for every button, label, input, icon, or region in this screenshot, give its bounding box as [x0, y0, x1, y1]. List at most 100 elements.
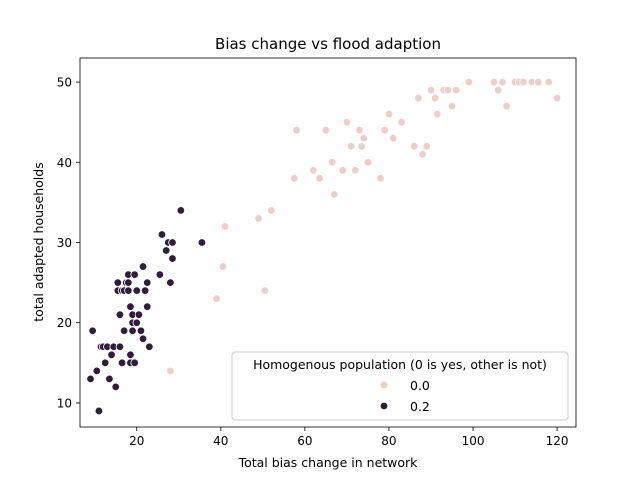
legend: Homogenous population (0 is yes, other i…: [231, 351, 569, 421]
data-point-0.2-22: [124, 286, 133, 295]
data-point-0.2-23: [124, 278, 133, 287]
data-point-0.0-40: [494, 85, 503, 95]
data-point-0.0-32: [430, 93, 440, 103]
data-point-0.0-19: [357, 142, 366, 151]
data-point-0.0-48: [544, 77, 553, 87]
data-point-0.0-17: [351, 166, 360, 175]
legend-box: [231, 351, 569, 421]
data-point-0.0-38: [464, 77, 474, 87]
data-point-0.0-45: [519, 77, 528, 87]
x-tick-label-20: 20: [129, 434, 144, 448]
data-point-0.2-36: [138, 334, 148, 343]
data-point-0.0-21: [363, 158, 373, 167]
ticks: 20 40 60 80 100 120 10 20 30 40 50: [57, 76, 569, 448]
y-tick-label-50: 50: [57, 76, 72, 90]
data-point-0.0-36: [447, 101, 457, 111]
y-tick-label-10: 10: [57, 396, 72, 410]
data-point-0.2-48: [168, 238, 177, 247]
data-point-0.0-14: [338, 166, 347, 175]
data-point-0.2-31: [130, 358, 139, 368]
data-point-0.2-18: [119, 326, 129, 335]
data-point-0.0-4: [254, 214, 263, 223]
data-point-0.0-35: [443, 85, 452, 95]
data-point-0.0-1: [212, 294, 221, 303]
data-point-0.2-9: [107, 350, 116, 359]
data-point-0.2-39: [143, 302, 152, 311]
data-point-0.2-26: [126, 350, 135, 359]
data-point-0.0-39: [489, 77, 499, 87]
chart-title: Bias change vs flood adaption: [215, 35, 441, 53]
data-point-0.0-15: [342, 117, 352, 127]
data-point-0.0-30: [422, 142, 431, 151]
data-point-0.0-3: [220, 222, 230, 231]
data-point-0.0-0: [166, 366, 175, 376]
data-point-0.2-32: [132, 318, 141, 327]
data-point-0.2-50: [197, 238, 207, 247]
legend-title: Homogenous population (0 is yes, other i…: [253, 357, 547, 372]
x-tick-label-40: 40: [213, 434, 228, 448]
data-point-0.2-35: [136, 326, 146, 335]
data-point-0.0-2: [218, 262, 228, 271]
data-point-0.2-49: [176, 206, 186, 215]
data-point-0.0-13: [330, 190, 339, 199]
data-points: [86, 77, 562, 416]
data-point-0.2-41: [145, 342, 154, 351]
legend-marker-0.0: [379, 380, 389, 390]
data-point-0.0-7: [290, 174, 299, 183]
data-point-0.2-43: [157, 230, 167, 239]
data-point-0.0-24: [384, 109, 394, 119]
data-point-0.2-13: [113, 278, 123, 287]
data-point-0.0-31: [426, 85, 436, 95]
x-tick-label-80: 80: [381, 434, 396, 448]
y-axis-label: total adapted households: [31, 162, 46, 321]
x-tick-label-120: 120: [546, 434, 569, 448]
data-point-0.2-27: [128, 326, 137, 335]
data-point-0.2-11: [111, 382, 120, 392]
data-point-0.0-27: [409, 142, 419, 151]
data-point-0.0-9: [309, 166, 318, 175]
data-point-0.2-3: [94, 406, 104, 416]
data-point-0.2-8: [105, 374, 114, 384]
data-point-0.0-25: [388, 134, 398, 143]
data-point-0.2-30: [130, 270, 139, 279]
data-point-0.2-16: [117, 358, 127, 368]
data-point-0.0-18: [355, 125, 364, 135]
y-tick-label-40: 40: [57, 156, 72, 170]
legend-label-0.0: 0.0: [410, 378, 430, 393]
legend-label-0.2: 0.2: [410, 399, 430, 414]
data-point-0.0-23: [380, 125, 389, 135]
data-point-0.2-34: [134, 310, 144, 319]
data-point-0.0-16: [346, 142, 356, 151]
data-point-0.2-6: [101, 358, 110, 368]
data-point-0.0-33: [433, 109, 442, 119]
data-point-0.0-47: [533, 77, 543, 87]
data-point-0.2-14: [115, 310, 125, 319]
data-point-0.0-29: [418, 150, 427, 159]
data-point-0.0-10: [315, 174, 324, 183]
data-point-0.2-46: [166, 278, 175, 287]
data-point-0.0-26: [397, 117, 406, 127]
y-tick-label-20: 20: [57, 316, 72, 330]
data-point-0.0-12: [328, 158, 337, 167]
data-point-0.0-8: [292, 125, 301, 135]
data-point-0.2-24: [126, 302, 135, 311]
data-point-0.0-37: [452, 85, 461, 95]
data-point-0.0-49: [552, 93, 562, 103]
x-tick-label-60: 60: [297, 434, 312, 448]
data-point-0.2-40: [143, 278, 152, 287]
x-axis-label: Total bias change in network: [238, 455, 419, 470]
data-point-0.2-2: [92, 366, 102, 376]
data-point-0.2-47: [168, 254, 177, 263]
data-point-0.0-42: [502, 101, 511, 111]
data-point-0.0-11: [321, 125, 331, 135]
data-point-0.0-6: [267, 206, 276, 215]
y-tick-label-30: 30: [57, 236, 72, 250]
data-point-0.0-22: [376, 174, 385, 183]
data-point-0.2-15: [115, 342, 125, 351]
data-point-0.2-44: [161, 246, 171, 255]
data-point-0.0-41: [498, 77, 507, 87]
x-tick-label-100: 100: [462, 434, 485, 448]
data-point-0.2-1: [88, 326, 97, 335]
data-point-0.2-37: [138, 262, 148, 271]
